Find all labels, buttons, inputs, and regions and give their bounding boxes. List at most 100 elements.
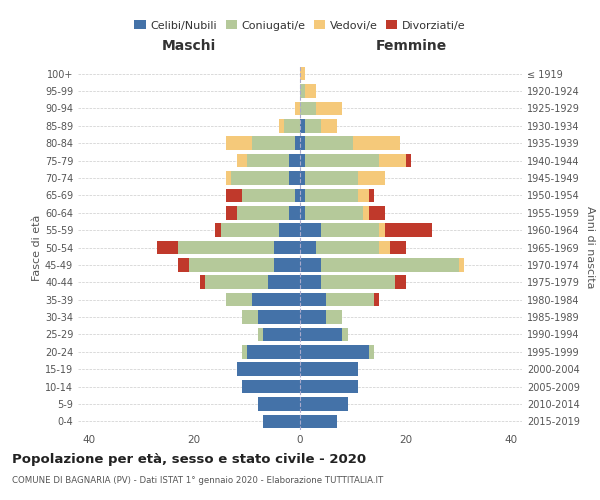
Bar [458, 258, 464, 272]
Bar [226, 136, 253, 150]
Bar [242, 188, 295, 202]
Bar [321, 258, 458, 272]
Bar [215, 224, 221, 237]
Bar [253, 293, 300, 306]
Bar [231, 171, 289, 185]
Bar [379, 240, 390, 254]
Bar [358, 188, 369, 202]
Text: Popolazione per età, sesso e stato civile - 2020: Popolazione per età, sesso e stato civil… [12, 452, 366, 466]
Y-axis label: Anni di nascita: Anni di nascita [585, 206, 595, 289]
Bar [321, 119, 337, 132]
Bar [300, 67, 305, 80]
Text: Maschi: Maschi [162, 39, 216, 53]
Bar [300, 154, 305, 168]
Bar [221, 224, 279, 237]
Bar [305, 119, 321, 132]
Bar [295, 136, 300, 150]
Bar [247, 154, 289, 168]
Bar [279, 224, 300, 237]
Bar [268, 276, 300, 289]
Bar [379, 154, 406, 168]
Bar [300, 397, 347, 410]
Bar [226, 188, 242, 202]
Bar [305, 171, 358, 185]
Bar [300, 310, 326, 324]
Bar [374, 293, 379, 306]
Bar [247, 345, 300, 358]
Bar [305, 136, 353, 150]
Bar [379, 224, 385, 237]
Bar [300, 171, 305, 185]
Bar [300, 380, 358, 394]
Bar [326, 293, 374, 306]
Bar [316, 102, 342, 115]
Bar [342, 328, 347, 341]
Bar [300, 206, 305, 220]
Bar [406, 154, 411, 168]
Text: COMUNE DI BAGNARIA (PV) - Dati ISTAT 1° gennaio 2020 - Elaborazione TUTTITALIA.I: COMUNE DI BAGNARIA (PV) - Dati ISTAT 1° … [12, 476, 383, 485]
Bar [258, 397, 300, 410]
Bar [369, 345, 374, 358]
Bar [236, 206, 289, 220]
Bar [289, 171, 300, 185]
Bar [300, 345, 369, 358]
Bar [289, 206, 300, 220]
Bar [200, 276, 205, 289]
Bar [358, 171, 385, 185]
Bar [178, 258, 189, 272]
Bar [205, 276, 268, 289]
Bar [300, 224, 321, 237]
Bar [300, 188, 305, 202]
Bar [305, 154, 379, 168]
Bar [300, 84, 305, 98]
Legend: Celibi/Nubili, Coniugati/e, Vedovi/e, Divorziati/e: Celibi/Nubili, Coniugati/e, Vedovi/e, Di… [130, 16, 470, 35]
Bar [226, 293, 253, 306]
Bar [236, 362, 300, 376]
Bar [316, 240, 379, 254]
Bar [300, 102, 316, 115]
Bar [258, 310, 300, 324]
Bar [305, 188, 358, 202]
Y-axis label: Fasce di età: Fasce di età [32, 214, 42, 280]
Bar [300, 240, 316, 254]
Bar [263, 328, 300, 341]
Bar [157, 240, 178, 254]
Bar [189, 258, 274, 272]
Bar [395, 276, 406, 289]
Bar [353, 136, 400, 150]
Bar [295, 188, 300, 202]
Bar [369, 188, 374, 202]
Bar [300, 119, 305, 132]
Bar [253, 136, 295, 150]
Bar [274, 240, 300, 254]
Bar [321, 276, 395, 289]
Bar [326, 310, 342, 324]
Bar [236, 154, 247, 168]
Bar [284, 119, 300, 132]
Bar [274, 258, 300, 272]
Bar [242, 345, 247, 358]
Bar [258, 328, 263, 341]
Bar [385, 224, 432, 237]
Bar [178, 240, 274, 254]
Text: Femmine: Femmine [376, 39, 446, 53]
Bar [263, 414, 300, 428]
Bar [305, 84, 316, 98]
Bar [226, 171, 231, 185]
Bar [226, 206, 236, 220]
Bar [300, 328, 342, 341]
Bar [390, 240, 406, 254]
Bar [321, 224, 379, 237]
Bar [300, 136, 305, 150]
Bar [242, 310, 258, 324]
Bar [300, 293, 326, 306]
Bar [300, 258, 321, 272]
Bar [295, 102, 300, 115]
Bar [369, 206, 385, 220]
Bar [300, 276, 321, 289]
Bar [279, 119, 284, 132]
Bar [300, 414, 337, 428]
Bar [364, 206, 369, 220]
Bar [242, 380, 300, 394]
Bar [305, 206, 364, 220]
